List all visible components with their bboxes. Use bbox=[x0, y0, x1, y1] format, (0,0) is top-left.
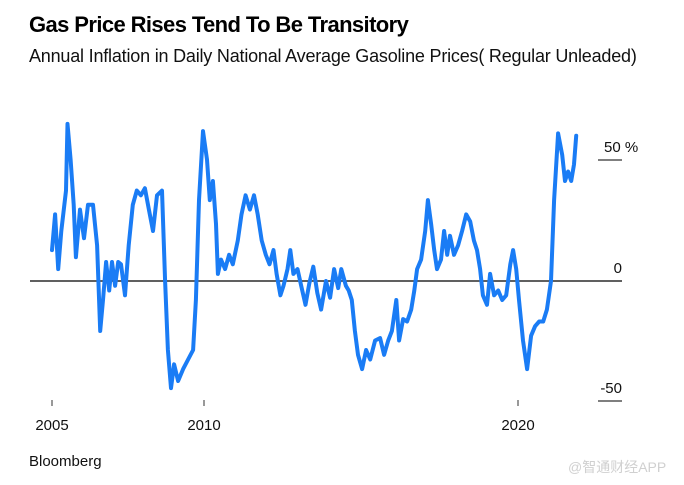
source-label: Bloomberg bbox=[29, 453, 102, 470]
chart-subtitle: Annual Inflation in Daily National Avera… bbox=[29, 46, 637, 66]
x-axis: 2005 2010 2020 bbox=[35, 400, 535, 434]
y-tick-label: -50 bbox=[600, 380, 622, 397]
y-tick-label: 50 % bbox=[604, 139, 638, 156]
x-tick-label: 2005 bbox=[35, 417, 68, 434]
watermark: @智通财经APP bbox=[568, 459, 667, 475]
y-axis: 50 % 0 -50 bbox=[598, 139, 638, 402]
x-tick-label: 2010 bbox=[187, 417, 220, 434]
series-line-gas-inflation bbox=[50, 121, 579, 391]
y-tick-label: 0 bbox=[614, 260, 622, 277]
x-tick-label: 2020 bbox=[501, 417, 534, 434]
chart-title: Gas Price Rises Tend To Be Transitory bbox=[29, 12, 409, 37]
